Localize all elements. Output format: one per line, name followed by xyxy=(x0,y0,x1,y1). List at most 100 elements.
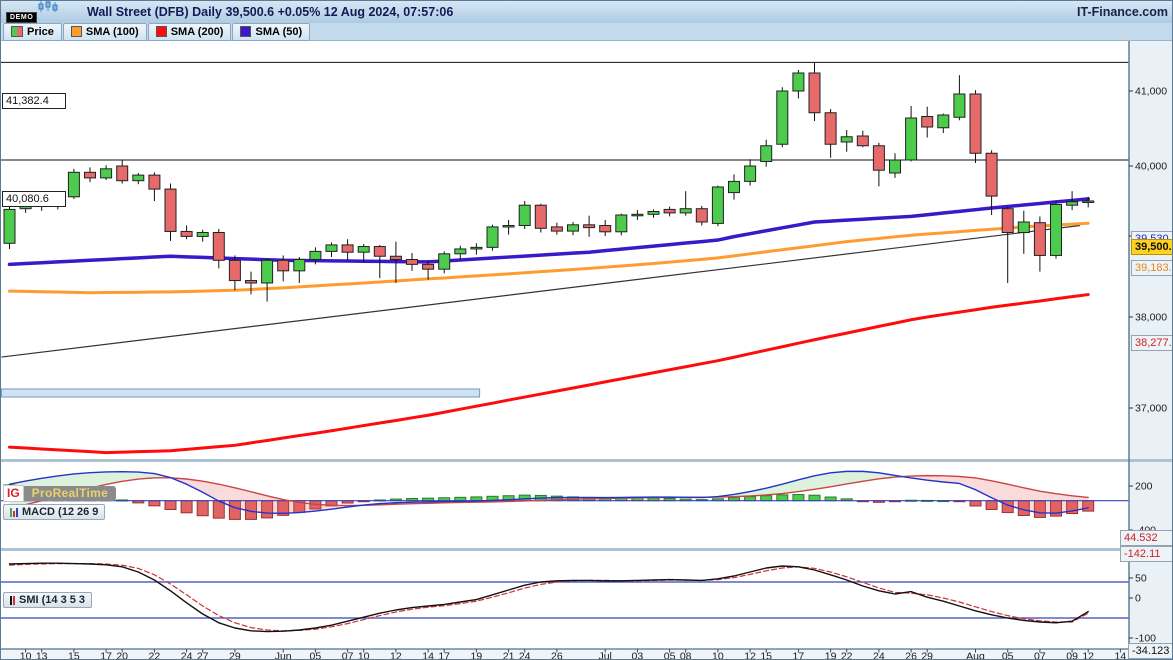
x-axis-date-label: 20 xyxy=(116,651,128,660)
x-axis-date-label: 27 xyxy=(197,651,209,660)
x-axis-date-label: 26 xyxy=(551,651,563,660)
macd-cloud-segment xyxy=(234,487,251,512)
chart-area: 41,00040,00039,00038,00037,000200-400100… xyxy=(1,41,1173,660)
x-axis-date-label: 09 xyxy=(1066,651,1078,660)
hline-level-label: 40,080.6 xyxy=(2,191,66,207)
macd-histogram-bar xyxy=(744,496,757,502)
macd-cloud-segment xyxy=(299,502,316,513)
candle-body xyxy=(1082,200,1095,203)
candle-body xyxy=(728,180,740,194)
last-price-label: 39,500.. xyxy=(1131,239,1172,255)
prorealtime-logo: ProRealTime xyxy=(23,486,117,501)
x-axis-date-label: 10 xyxy=(358,651,370,660)
macd-histogram-bar xyxy=(760,495,773,502)
candle-body xyxy=(325,244,338,252)
macd-cloud-segment xyxy=(943,475,960,484)
macd-cloud-segment xyxy=(846,471,863,484)
smi-indicator-chip[interactable]: SMI (14 3 5 3 xyxy=(3,592,93,608)
x-axis-date-label: 26 xyxy=(905,651,917,660)
x-axis-date-label: Jun xyxy=(275,651,292,660)
candle-body xyxy=(776,90,789,145)
x-axis-date-label: 29 xyxy=(229,651,241,660)
smi-value-label: -34.123 xyxy=(1128,643,1172,659)
macd-histogram-bar xyxy=(196,500,209,517)
candle-body xyxy=(373,246,386,257)
x-axis-date-label: 24 xyxy=(873,651,885,660)
panel-separator xyxy=(1,548,1172,551)
macd-histogram-bar xyxy=(969,500,982,507)
candle-body xyxy=(744,165,757,182)
smi-axis-tick-label: 0 xyxy=(1135,593,1141,605)
candle-body xyxy=(953,93,966,118)
candle-body xyxy=(84,171,96,179)
x-axis-date-label: 10 xyxy=(20,651,32,660)
x-axis-date-label: 24 xyxy=(519,651,531,660)
candle-body xyxy=(921,116,934,128)
candle-body xyxy=(567,224,579,232)
candle-body xyxy=(261,259,274,284)
macd-histogram-bar xyxy=(180,500,193,514)
macd-indicator-chip[interactable]: MACD (12 26 9 xyxy=(3,504,106,520)
candle-body xyxy=(406,258,418,265)
macd-histogram-bar xyxy=(792,494,805,502)
macd-cloud-segment xyxy=(798,475,815,492)
candle-body xyxy=(67,171,80,198)
macd-signal-value-label: 44.532 xyxy=(1120,530,1172,546)
macd-cloud-segment xyxy=(106,471,123,485)
candle-body xyxy=(341,244,354,253)
candle-body xyxy=(824,112,837,145)
macd-cloud-segment xyxy=(1039,491,1056,514)
macd-panel xyxy=(1,470,1129,520)
macd-axis-tick-label: 200 xyxy=(1135,481,1153,493)
smi-chip-label: SMI (14 3 5 3 xyxy=(19,594,86,606)
price-panel xyxy=(1,61,1129,455)
demo-badge: DEMO xyxy=(6,12,38,23)
candle-body xyxy=(808,72,821,114)
mini-candlestick-icon xyxy=(38,1,58,12)
x-axis-date-label: 22 xyxy=(841,651,853,660)
candle-body xyxy=(663,208,676,214)
macd-cloud-segment xyxy=(975,477,992,498)
legend-tab-sma200[interactable]: SMA (200) xyxy=(147,22,232,41)
candle-body xyxy=(1033,222,1046,256)
legend-tab-sma50[interactable]: SMA (50) xyxy=(232,22,311,41)
candle-body xyxy=(1001,208,1014,233)
macd-histogram-bar xyxy=(164,500,177,510)
macd-cloud-segment xyxy=(90,471,107,489)
macd-histogram-bar xyxy=(776,494,789,502)
legend-tab-price[interactable]: Price xyxy=(3,22,62,41)
legend-tab-sma100[interactable]: SMA (100) xyxy=(62,22,147,41)
x-axis-date-label: 14 xyxy=(1115,651,1127,660)
macd-cloud-segment xyxy=(959,476,976,490)
macd-cloud-segment xyxy=(283,499,300,514)
candle-body xyxy=(3,208,16,244)
x-axis-date-label: 17 xyxy=(100,651,112,660)
panel-separator xyxy=(1,459,1172,462)
candle-body xyxy=(486,226,499,248)
x-axis-date-label: 12 xyxy=(1082,651,1094,660)
x-axis-date-label: 05 xyxy=(310,651,322,660)
x-axis-date-label: 17 xyxy=(793,651,805,660)
sma200-line xyxy=(8,293,1090,455)
macd-line xyxy=(8,470,1089,515)
price-axis-tick-label: 41,000 xyxy=(1135,86,1167,98)
x-axis-date-label: 15 xyxy=(760,651,772,660)
candle-body xyxy=(422,263,435,270)
candle-body xyxy=(889,159,901,174)
smi-panel xyxy=(1,562,1129,633)
smi-signal-line xyxy=(8,562,1089,632)
legend-tab-label: SMA (200) xyxy=(170,25,224,38)
x-axis-date-label: 14 xyxy=(422,651,434,660)
candle-body xyxy=(228,259,241,282)
ig-logo: IG xyxy=(3,485,24,502)
chart-canvas[interactable]: 41,00040,00039,00038,00037,000200-400100… xyxy=(1,41,1173,660)
candle-body xyxy=(518,204,531,226)
candle-body xyxy=(631,213,644,217)
candle-body xyxy=(647,211,660,215)
macd-cloud-segment xyxy=(1072,495,1089,511)
candle-body xyxy=(615,214,628,233)
candle-body xyxy=(100,168,113,179)
macd-cloud-segment xyxy=(814,472,831,490)
candle-body xyxy=(132,174,145,182)
